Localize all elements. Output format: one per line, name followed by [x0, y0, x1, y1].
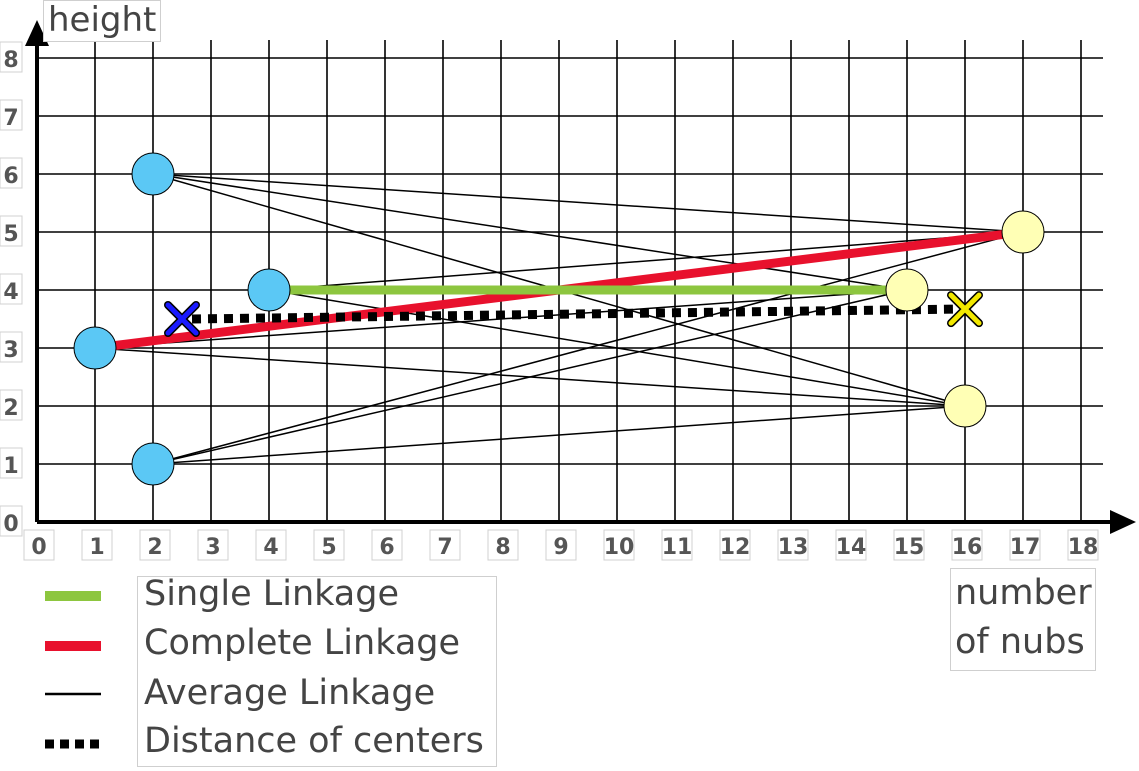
y-tick-label: 5	[3, 222, 18, 247]
y-tick-label: 7	[3, 106, 18, 131]
x-tick-label: 2	[147, 535, 162, 560]
legend-swatch-complete	[45, 641, 101, 651]
legend	[137, 576, 497, 767]
x-tick-label: 3	[205, 535, 220, 560]
y-tick-box	[0, 215, 23, 247]
x-tick-label: 15	[894, 535, 925, 560]
legend-label-complete: Complete Linkage	[144, 623, 461, 663]
y-tick-box	[0, 331, 23, 363]
legend-swatch-single	[45, 591, 101, 601]
cluster-b-point	[885, 268, 929, 312]
cluster-a-point	[131, 442, 175, 486]
x-tick-label: 17	[1010, 535, 1041, 560]
y-tick-box	[0, 447, 23, 479]
x-tick-label: 4	[263, 535, 278, 560]
x-axis-arrow	[1110, 510, 1136, 534]
x-tick-box	[545, 529, 577, 561]
x-tick-box	[951, 529, 983, 561]
x-tick-box	[719, 529, 751, 561]
x-tick-label: 5	[321, 535, 336, 560]
x-tick-box	[23, 529, 55, 561]
legend-swatch-average	[45, 692, 101, 696]
x-tick-box	[197, 529, 229, 561]
x-tick-box	[313, 529, 345, 561]
x-tick-box	[835, 529, 867, 561]
average-linkage-line	[152, 173, 908, 291]
x-tick-label: 14	[836, 535, 867, 560]
x-tick-label: 18	[1068, 535, 1099, 560]
y-tick-label: 1	[3, 454, 18, 479]
x-tick-box	[429, 529, 461, 561]
x-tick-label: 1	[89, 535, 104, 560]
legend-swatch-centers	[45, 739, 101, 749]
average-linkage-line	[152, 289, 908, 465]
y-tick-label: 4	[3, 280, 18, 305]
x-tick-label: 13	[778, 535, 809, 560]
x-tick-box	[1067, 529, 1099, 561]
x-tick-box	[777, 529, 809, 561]
x-tick-label: 16	[952, 535, 983, 560]
cluster-a-point	[73, 326, 117, 370]
x-tick-label: 8	[495, 535, 510, 560]
x-tick-box	[487, 529, 519, 561]
average-linkage-line	[152, 231, 1024, 465]
x-tick-label: 10	[604, 535, 635, 560]
x-tick-label: 9	[553, 535, 568, 560]
x-tick-box	[371, 529, 403, 561]
x-tick-box	[1009, 529, 1041, 561]
y-tick-box	[0, 99, 23, 131]
average-linkage-line	[152, 173, 1024, 233]
x-tick-label: 6	[379, 535, 394, 560]
legend-label-centers: Distance of centers	[144, 721, 484, 761]
y-tick-box	[0, 41, 23, 73]
y-tick-box	[0, 273, 23, 305]
y-tick-label: 8	[3, 48, 18, 73]
y-tick-label: 2	[3, 396, 18, 421]
cluster-a-center-marker	[165, 302, 199, 336]
x-tick-box	[255, 529, 287, 561]
cluster-b-point	[943, 384, 987, 428]
x-tick-label: 11	[662, 535, 693, 560]
x-tick-label: 0	[31, 535, 46, 560]
y-axis-title: height	[43, 0, 161, 42]
legend-label-average: Average Linkage	[144, 673, 436, 713]
y-tick-label: 6	[3, 164, 18, 189]
x-tick-label: 12	[720, 535, 751, 560]
cluster-b-center-marker	[948, 292, 982, 326]
cluster-a-point	[131, 152, 175, 196]
cluster-a-point	[247, 268, 291, 312]
y-tick-box	[0, 505, 23, 537]
x-axis-title: number of nubs	[950, 568, 1096, 671]
y-tick-box	[0, 157, 23, 189]
x-tick-label: 7	[437, 535, 452, 560]
average-linkage-line	[152, 405, 966, 465]
cluster-b-point	[1001, 210, 1045, 254]
legend-label-single: Single Linkage	[144, 574, 399, 614]
x-tick-box	[603, 529, 635, 561]
x-tick-box	[139, 529, 171, 561]
average-linkage-line	[268, 231, 1024, 291]
y-tick-label: 3	[3, 338, 18, 363]
y-tick-box	[0, 389, 23, 421]
y-tick-label: 0	[3, 512, 18, 537]
x-tick-box	[893, 529, 925, 561]
x-tick-box	[81, 529, 113, 561]
x-tick-box	[661, 529, 693, 561]
